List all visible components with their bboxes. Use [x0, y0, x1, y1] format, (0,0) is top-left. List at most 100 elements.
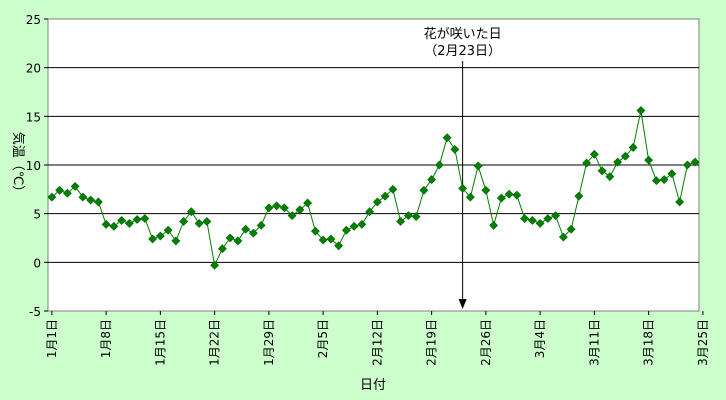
- annotation-group: 花が咲いた日 （2月23日）: [424, 26, 502, 309]
- data-point: [403, 211, 413, 221]
- data-point: [101, 219, 111, 229]
- data-point: [489, 220, 499, 230]
- x-tick-label: 1月1日: [45, 319, 59, 358]
- y-axis-title: 気温（℃）: [10, 132, 26, 199]
- data-point: [241, 224, 251, 234]
- x-tick-label: 2月12日: [370, 319, 384, 366]
- data-point: [303, 198, 313, 208]
- data-point: [427, 175, 437, 185]
- data-point: [256, 220, 266, 230]
- data-point: [318, 235, 328, 245]
- x-tick-label: 2月26日: [479, 319, 493, 366]
- data-point: [202, 217, 212, 226]
- data-point: [78, 192, 88, 202]
- data-point: [109, 221, 119, 231]
- x-tick-label: 1月29日: [262, 319, 276, 366]
- data-point: [535, 218, 545, 228]
- y-tick-label: 15: [26, 110, 41, 124]
- data-point: [605, 172, 615, 182]
- data-point: [636, 106, 646, 115]
- y-tick-label: 0: [33, 256, 41, 270]
- data-point: [194, 218, 204, 228]
- data-point: [186, 207, 196, 217]
- data-point: [551, 211, 561, 221]
- data-point: [582, 158, 592, 168]
- data-point: [589, 149, 599, 159]
- data-point: [504, 189, 514, 199]
- data-point: [287, 211, 297, 221]
- x-tick-label: 1月15日: [153, 319, 167, 366]
- data-point: [326, 234, 336, 244]
- data-point: [225, 233, 235, 243]
- data-point: [481, 185, 491, 195]
- annotation-label-line1: 花が咲いた日: [424, 26, 502, 42]
- data-point: [86, 195, 96, 205]
- x-tick-label: 3月4日: [533, 319, 547, 358]
- data-point: [179, 217, 189, 226]
- data-point: [264, 203, 274, 213]
- data-point: [372, 197, 382, 207]
- y-axis-ticks: 25 20 15 10 5 0 -5: [26, 13, 48, 319]
- y-tick-label: 10: [26, 159, 41, 173]
- data-point: [434, 160, 444, 170]
- data-point: [210, 260, 220, 270]
- data-point: [217, 244, 227, 254]
- data-point: [171, 236, 181, 246]
- data-point: [357, 219, 367, 229]
- data-point: [465, 192, 475, 202]
- data-point: [675, 197, 685, 207]
- data-point: [349, 221, 359, 231]
- data-point: [295, 205, 305, 215]
- data-point: [124, 218, 134, 228]
- annotation-arrow-head: [458, 299, 467, 309]
- x-axis-ticks: 1月1日 1月8日 1月15日 1月22日 1月29日 2月5日 2月12日 2月19日 2月2…: [45, 311, 710, 366]
- data-point: [644, 155, 654, 165]
- data-point: [55, 185, 65, 195]
- data-point: [620, 151, 630, 161]
- data-point: [140, 214, 150, 223]
- data-point: [496, 193, 506, 203]
- data-point: [248, 228, 258, 238]
- data-point: [651, 176, 661, 185]
- data-point: [341, 225, 351, 235]
- x-axis-title: 日付: [360, 378, 386, 393]
- data-point: [411, 212, 421, 222]
- x-tick-label: 3月25日: [696, 319, 710, 366]
- y-tick-label: -5: [29, 305, 41, 319]
- data-point: [667, 169, 677, 179]
- data-point: [520, 214, 530, 223]
- x-tick-label: 1月8日: [99, 319, 113, 358]
- data-point: [310, 226, 320, 236]
- data-point: [279, 203, 289, 213]
- data-point: [62, 188, 72, 198]
- data-point: [682, 160, 692, 170]
- data-point: [690, 157, 700, 167]
- y-tick-label: 20: [26, 62, 41, 76]
- x-tick-label: 1月22日: [208, 319, 222, 366]
- data-point: [47, 192, 57, 202]
- data-point: [148, 234, 158, 244]
- data-point: [442, 133, 452, 143]
- data-point: [365, 207, 375, 217]
- data-point: [70, 181, 80, 191]
- data-point: [396, 217, 406, 226]
- x-tick-label: 2月19日: [425, 319, 439, 366]
- data-point: [132, 215, 142, 224]
- data-point: [574, 191, 584, 201]
- data-point: [117, 216, 127, 225]
- data-point: [613, 157, 623, 167]
- x-tick-label: 3月18日: [642, 319, 656, 366]
- data-point: [473, 161, 483, 171]
- data-point: [458, 183, 468, 193]
- data-point: [558, 232, 568, 242]
- gridlines: [48, 67, 699, 263]
- data-point: [388, 184, 398, 194]
- x-tick-label: 2月5日: [316, 319, 330, 358]
- data-point: [659, 175, 669, 185]
- y-tick-label: 5: [33, 208, 41, 222]
- data-point: [597, 166, 607, 176]
- data-point: [272, 201, 282, 211]
- data-point: [543, 214, 553, 223]
- data-point: [419, 185, 429, 195]
